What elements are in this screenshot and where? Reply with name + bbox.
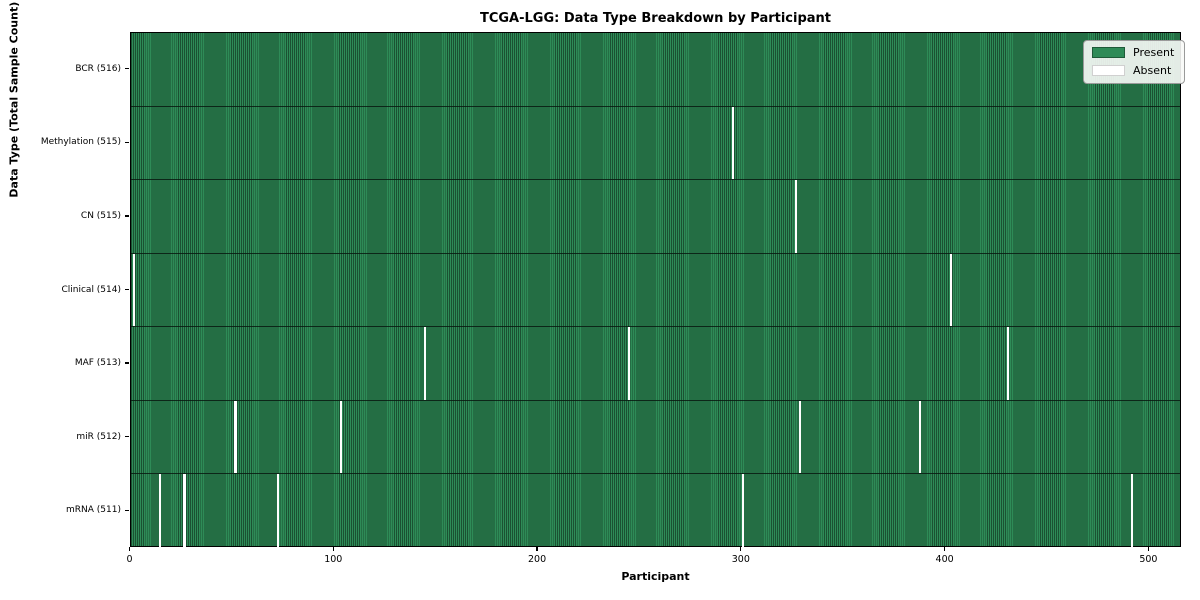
x-tick-mark bbox=[944, 547, 946, 551]
legend-item-absent: Absent bbox=[1092, 64, 1174, 77]
y-tick-label-cn: CN (515) bbox=[80, 210, 121, 221]
data-type-row-methylation bbox=[130, 106, 1180, 181]
absent-marker-mir-387 bbox=[919, 400, 922, 474]
y-tick-label-clinical: Clinical (514) bbox=[61, 284, 121, 295]
chart-title: TCGA-LGG: Data Type Breakdown by Partici… bbox=[479, 11, 832, 26]
x-tick-mark bbox=[128, 547, 131, 551]
x-tick-mark bbox=[740, 547, 742, 551]
absent-marker-mir-103 bbox=[340, 400, 343, 474]
legend-item-present: Present bbox=[1092, 46, 1174, 59]
y-tick-label-mrna: mRNA (511) bbox=[66, 505, 121, 516]
x-tick-label-100: 100 bbox=[324, 554, 343, 565]
x-tick-label-500: 500 bbox=[1139, 554, 1158, 565]
x-tick-mark bbox=[332, 547, 334, 551]
x-tick-mark bbox=[1147, 547, 1149, 551]
x-tick-label-200: 200 bbox=[527, 554, 547, 565]
x-tick-label-400: 400 bbox=[935, 554, 954, 565]
data-type-row-bcr bbox=[130, 33, 1180, 107]
data-type-row-maf bbox=[130, 327, 1180, 401]
x-tick-label-300: 300 bbox=[731, 554, 750, 565]
legend-swatch-absent bbox=[1092, 65, 1125, 76]
absent-marker-mrna-72 bbox=[277, 474, 280, 548]
x-tick-mark bbox=[536, 547, 538, 551]
absent-marker-mrna-26 bbox=[183, 474, 186, 548]
legend: Present Absent bbox=[1083, 40, 1186, 84]
y-tick-label-bcr: BCR (516) bbox=[75, 63, 121, 74]
legend-swatch-present bbox=[1092, 47, 1125, 58]
y-tick-label-methylation: Methylation (515) bbox=[40, 137, 121, 148]
y-tick-mark bbox=[125, 215, 129, 217]
y-tick-mark bbox=[125, 362, 129, 364]
absent-marker-cn-326 bbox=[794, 180, 797, 253]
y-tick-label-mir: miR (512) bbox=[76, 431, 121, 442]
x-axis-label: Participant bbox=[621, 570, 690, 583]
absent-marker-mir-328 bbox=[798, 400, 801, 474]
x-tick-label-0: 0 bbox=[126, 554, 133, 565]
absent-marker-maf-144 bbox=[423, 327, 427, 400]
absent-marker-mrna-300 bbox=[741, 474, 744, 548]
data-type-row-mrna bbox=[131, 474, 1181, 548]
y-tick-mark bbox=[125, 436, 129, 438]
absent-marker-maf-244 bbox=[627, 327, 630, 400]
absent-marker-methylation-295 bbox=[731, 106, 734, 180]
absent-marker-mrna-14 bbox=[159, 474, 162, 548]
absent-marker-mrna-491 bbox=[1131, 474, 1134, 548]
data-type-row-clinical bbox=[130, 253, 1180, 328]
absent-marker-clinical-402 bbox=[949, 253, 952, 327]
absent-marker-mir-51 bbox=[234, 400, 237, 474]
y-tick-label-maf: MAF (513) bbox=[74, 358, 121, 369]
absent-marker-maf-430 bbox=[1006, 327, 1009, 400]
data-type-row-mir bbox=[130, 400, 1180, 475]
y-axis-label: Data Type (Total Sample Count) bbox=[7, 1, 21, 198]
absent-marker-clinical-1 bbox=[132, 253, 135, 327]
plot-area bbox=[129, 32, 1181, 548]
y-tick-mark bbox=[125, 288, 129, 291]
y-tick-mark bbox=[125, 68, 129, 70]
data-type-row-cn bbox=[130, 180, 1180, 254]
y-tick-mark bbox=[125, 509, 129, 511]
legend-label-present: Present bbox=[1133, 46, 1175, 59]
y-tick-mark bbox=[125, 141, 129, 143]
legend-label-absent: Absent bbox=[1133, 64, 1172, 77]
